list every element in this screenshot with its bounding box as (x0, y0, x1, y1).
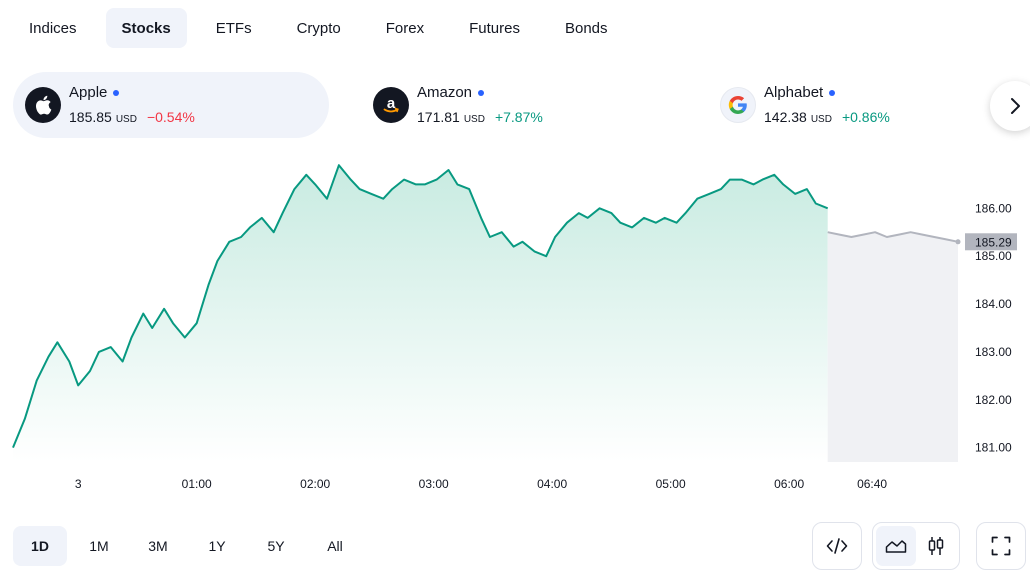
symbol-name: Amazon (417, 84, 473, 101)
symbol-card-apple[interactable]: Apple 185.85 USD −0.54% (13, 72, 329, 138)
symbol-change: −0.54% (146, 109, 195, 125)
embed-button[interactable] (817, 526, 857, 566)
x-tick-label: 03:00 (419, 477, 449, 491)
y-tick-label: 186.00 (975, 201, 1012, 215)
x-tick-label: 05:00 (656, 477, 686, 491)
symbol-change: +7.87% (494, 109, 543, 125)
symbol-cards: Apple 185.85 USD −0.54% a Amazon (13, 72, 1030, 138)
symbol-currency: USD (115, 114, 137, 125)
apple-logo-icon (25, 87, 61, 123)
range-5y[interactable]: 5Y (267, 538, 285, 554)
fullscreen-group (976, 522, 1026, 570)
tab-crypto[interactable]: Crypto (296, 19, 341, 37)
last-price-label: 185.29 (975, 235, 1012, 249)
price-chart[interactable]: 186.00 185.00 184.00 183.00 182.00 181.00 3 01… (0, 150, 1030, 500)
y-tick-label: 182.00 (975, 393, 1012, 407)
tab-etfs[interactable]: ETFs (215, 19, 252, 37)
range-all[interactable]: All (327, 538, 343, 554)
time-range-selector: 1D 1M 3M 1Y 5Y All (13, 526, 367, 566)
fullscreen-icon (991, 536, 1011, 556)
code-icon (826, 538, 848, 554)
google-logo-icon (720, 87, 756, 123)
x-tick-label: 06:40 (857, 477, 887, 491)
extended-session-line (827, 231, 959, 243)
chevron-right-icon (1011, 98, 1020, 114)
last-price-label-bg (965, 233, 1017, 251)
symbol-name: Apple (69, 84, 108, 101)
area-chart-icon (885, 540, 907, 553)
tab-stocks[interactable]: Stocks (105, 8, 187, 48)
x-tick-label: 02:00 (300, 477, 330, 491)
symbol-currency: USD (463, 114, 485, 125)
range-1d[interactable]: 1D (13, 526, 67, 566)
regular-session-line (12, 164, 829, 448)
range-3m[interactable]: 3M (148, 538, 168, 554)
symbol-currency: USD (810, 114, 832, 125)
amazon-logo-icon: a (373, 87, 409, 123)
y-tick-label: 184.00 (975, 297, 1012, 311)
live-indicator (478, 89, 485, 96)
tab-indices[interactable]: Indices (29, 19, 77, 37)
live-indicator (113, 89, 120, 96)
range-1m[interactable]: 1M (89, 538, 109, 554)
market-tabs: Indices Stocks ETFs Crypto Forex Futures… (13, 8, 637, 48)
x-tick-label: 04:00 (537, 477, 567, 491)
x-tick-label: 06:00 (774, 477, 804, 491)
y-tick-label: 183.00 (975, 345, 1012, 359)
tab-bonds[interactable]: Bonds (564, 19, 608, 37)
area-chart-button[interactable] (876, 526, 916, 566)
range-1y[interactable]: 1Y (208, 538, 226, 554)
y-tick-label: 181.00 (975, 441, 1012, 455)
symbol-name: Alphabet (764, 84, 824, 101)
x-tick-label: 3 (75, 477, 82, 491)
next-symbols-button[interactable] (990, 81, 1030, 131)
svg-text:a: a (387, 95, 396, 112)
regular-session-area (13, 165, 828, 462)
tab-futures[interactable]: Futures (469, 19, 520, 37)
live-indicator (829, 89, 836, 96)
x-tick-label: 01:00 (182, 477, 212, 491)
symbol-card-amazon[interactable]: a Amazon 171.81 USD +7.87% (361, 72, 661, 138)
candlestick-button[interactable] (916, 526, 956, 566)
candlestick-icon (928, 537, 944, 555)
chart-style-group (872, 522, 960, 570)
embed-group (812, 522, 862, 570)
extended-session-area (827, 232, 958, 462)
symbol-price: 171.81 (417, 109, 460, 125)
symbol-price: 185.85 (69, 109, 112, 125)
last-price-dot (955, 239, 961, 245)
symbol-change: +0.86% (841, 109, 890, 125)
tab-forex[interactable]: Forex (385, 19, 425, 37)
y-tick-label: 185.00 (975, 249, 1012, 263)
symbol-card-alphabet[interactable]: Alphabet 142.38 USD +0.86% (708, 72, 988, 138)
fullscreen-button[interactable] (981, 526, 1021, 566)
symbol-price: 142.38 (764, 109, 807, 125)
